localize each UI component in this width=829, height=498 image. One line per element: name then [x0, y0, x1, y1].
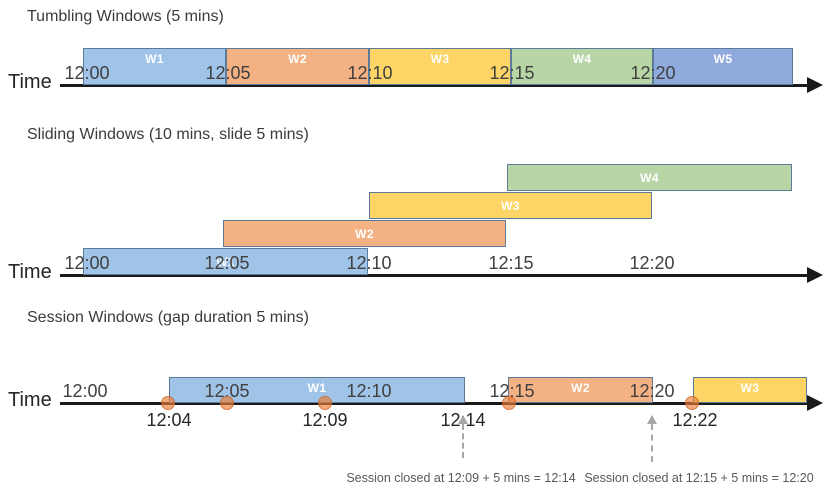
time-tick-label: 12:15: [489, 63, 535, 83]
time-tick-label: 12:15: [488, 253, 534, 273]
window-label: W3: [501, 198, 520, 213]
window-bar-w3: W3: [369, 192, 652, 219]
window-bar-w2: W2: [223, 220, 506, 247]
window-label: W3: [740, 381, 760, 395]
event-dot: [318, 396, 332, 410]
session-close-arrow-line: [651, 424, 653, 462]
time-axis-label: Time: [8, 389, 52, 411]
time-axis-line: [60, 84, 808, 87]
window-bar-w2: W2: [508, 377, 653, 403]
time-axis-label: Time: [8, 261, 52, 283]
event-dot: [220, 396, 234, 410]
time-tick-label: 12:00: [64, 253, 110, 273]
window-bar-w1: W1: [83, 48, 226, 85]
event-dot: [161, 396, 175, 410]
axis-arrowhead-icon: [807, 77, 823, 93]
time-tick-label: 12:10: [346, 381, 392, 401]
time-tick-label: 12:10: [347, 63, 393, 83]
time-tick-label: 12:05: [204, 253, 250, 273]
section-title: Session Windows (gap duration 5 mins): [27, 309, 309, 326]
window-bar-w1: W1: [169, 377, 465, 403]
session-close-annotation: Session closed at 12:15 + 5 mins = 12:20: [584, 471, 814, 485]
window-label: W4: [640, 170, 659, 185]
window-bar-w2: W2: [226, 48, 369, 85]
window-label: W2: [355, 226, 374, 241]
axis-arrowhead-icon: [807, 395, 823, 411]
time-tick-label: 12:05: [205, 63, 251, 83]
window-label: W1: [145, 52, 164, 66]
time-tick-label: 12:20: [629, 253, 675, 273]
window-bar-w3: W3: [693, 377, 807, 403]
time-axis-label: Time: [8, 71, 52, 93]
time-axis-line: [60, 402, 808, 405]
window-label: W5: [713, 52, 733, 66]
time-tick-label: 12:15: [489, 381, 535, 401]
event-dot: [685, 396, 699, 410]
window-bar-w4: W4: [507, 164, 792, 191]
event-dot: [502, 396, 516, 410]
time-tick-label: 12:00: [62, 381, 108, 401]
window-label: W2: [571, 381, 590, 395]
window-bar-w3: W3: [369, 48, 511, 85]
event-time-label: 12:09: [302, 410, 348, 430]
window-label: W2: [288, 52, 307, 66]
time-tick-label: 12:05: [204, 381, 250, 401]
session-close-arrowhead-icon: [647, 415, 657, 424]
window-label: W4: [572, 52, 592, 66]
window-bar-w4: W4: [511, 48, 653, 85]
window-label: W3: [430, 52, 450, 66]
session-close-arrowhead-icon: [458, 415, 468, 424]
window-label: W1: [216, 254, 235, 269]
time-tick-label: 12:20: [629, 381, 675, 401]
event-time-label: 12:22: [672, 410, 718, 430]
window-bar-w5: W5: [653, 48, 793, 85]
event-time-label: 12:04: [146, 410, 192, 430]
axis-arrowhead-icon: [807, 267, 823, 283]
window-bar-w1: W1: [83, 248, 368, 275]
window-label: W1: [307, 381, 327, 395]
section-title: Sliding Windows (10 mins, slide 5 mins): [27, 126, 309, 143]
session-close-annotation: Session closed at 12:09 + 5 mins = 12:14: [346, 471, 576, 485]
time-tick-label: 12:10: [346, 253, 392, 273]
time-tick-label: 12:00: [64, 63, 110, 83]
time-tick-label: 12:20: [630, 63, 676, 83]
session-close-arrow-line: [462, 424, 464, 458]
section-title: Tumbling Windows (5 mins): [27, 8, 224, 25]
time-axis-line: [60, 274, 808, 277]
